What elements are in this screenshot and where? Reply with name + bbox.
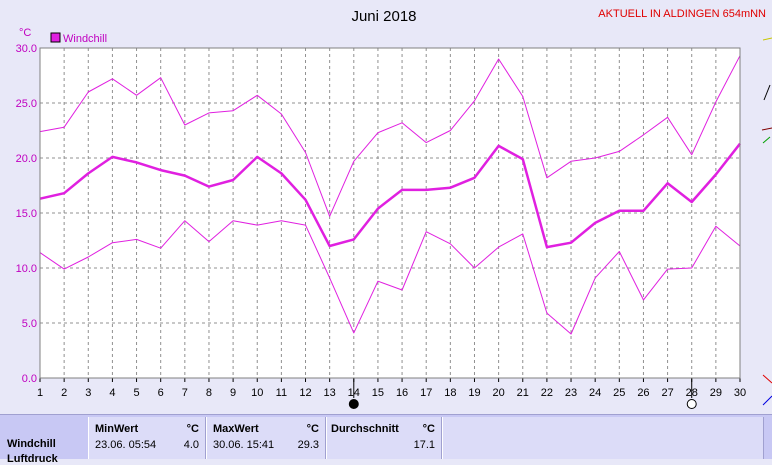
legend-swatch (50, 32, 61, 43)
x-tick-label: 6 (158, 387, 164, 399)
x-tick-label: 26 (637, 387, 649, 399)
x-tick-label: 18 (444, 387, 456, 399)
x-tick-label: 8 (206, 387, 212, 399)
stats-panel: Windchill Luftdruck MinWert °C 23.06. 05… (0, 414, 772, 465)
x-axis: 1 2 3 4 5 6 7 8 9 10 11 12 13 14 15 16 17 18 19 20 21 22 23 24 2… (37, 378, 746, 399)
max-cell: MaxWert °C 30.06. 15:41 29.3 (206, 417, 326, 459)
x-tick-label: 29 (710, 387, 722, 399)
x-tick-label: 23 (565, 387, 577, 399)
x-tick-label: 12 (299, 387, 311, 399)
series-line-min (39, 220, 741, 335)
plot-frame (39, 47, 741, 379)
chart-title: Juni 2018 (351, 8, 416, 25)
avg-unit: °C (422, 423, 435, 435)
y-tick-label: 10.0 (16, 263, 37, 275)
x-tick-label: 16 (396, 387, 408, 399)
chart: 0.05.010.015.020.025.030.0 1 2 3 4 5 6 7 8 9 10 11… (16, 8, 772, 409)
empty-cell (442, 417, 764, 459)
x-tick-label: 21 (517, 387, 529, 399)
series-group (39, 55, 741, 335)
max-value: 29.3 (297, 439, 319, 451)
y-axis: 0.0 5.0 10.0 15.0 20.0 25.0 30.0 (16, 43, 37, 385)
y-tick-label: 30.0 (16, 43, 37, 55)
max-date: 30.06. 15:41 (213, 439, 275, 451)
stats-row-label: Windchill (7, 438, 56, 450)
y-tick-label: 0.0 (22, 373, 37, 385)
y-tick-label: 15.0 (16, 208, 37, 220)
edge-decoration (761, 37, 772, 406)
marker-group (348, 378, 697, 409)
x-tick-label: 7 (182, 387, 188, 399)
series-line-max (39, 55, 741, 217)
stats-row-label-cropped: Luftdruck (7, 453, 58, 465)
series-line-avg (39, 142, 741, 249)
min-header: MinWert (95, 423, 139, 435)
legend-label: Windchill (63, 33, 107, 45)
x-tick-label: 4 (109, 387, 115, 399)
min-unit: °C (186, 423, 199, 435)
full-moon-icon (686, 399, 697, 409)
x-tick-label: 20 (492, 387, 504, 399)
min-cell: MinWert °C 23.06. 05:54 4.0 (88, 417, 206, 459)
x-tick-label: 1 (37, 387, 43, 399)
min-date: 23.06. 05:54 (95, 439, 157, 451)
y-tick-label: 5.0 (22, 318, 37, 330)
x-tick-label: 19 (468, 387, 480, 399)
x-tick-label: 5 (133, 387, 139, 399)
max-unit: °C (306, 423, 319, 435)
x-tick-label: 17 (420, 387, 432, 399)
x-tick-label: 2 (61, 387, 67, 399)
x-tick-label: 27 (661, 387, 673, 399)
y-tick-label: 25.0 (16, 98, 37, 110)
avg-header: Durchschnitt (331, 423, 399, 435)
avg-cell: Durchschnitt °C 17.1 (326, 417, 442, 459)
x-tick-label: 15 (372, 387, 384, 399)
x-tick-label: 3 (85, 387, 91, 399)
x-tick-label: 24 (589, 387, 601, 399)
avg-value: 17.1 (413, 439, 435, 451)
grid (40, 48, 740, 378)
max-header: MaxWert (213, 423, 259, 435)
x-tick-label: 22 (541, 387, 553, 399)
station-label: AKTUELL IN ALDINGEN 654mNN (598, 8, 766, 20)
y-unit-label: °C (19, 27, 31, 39)
x-tick-label: 10 (251, 387, 263, 399)
y-tick-label: 20.0 (16, 153, 37, 165)
x-tick-label: 30 (734, 387, 746, 399)
min-value: 4.0 (183, 439, 199, 451)
x-tick-label: 25 (613, 387, 625, 399)
x-tick-label: 9 (230, 387, 236, 399)
x-tick-label: 13 (324, 387, 336, 399)
new-moon-icon (348, 399, 359, 409)
x-tick-label: 11 (276, 387, 287, 399)
